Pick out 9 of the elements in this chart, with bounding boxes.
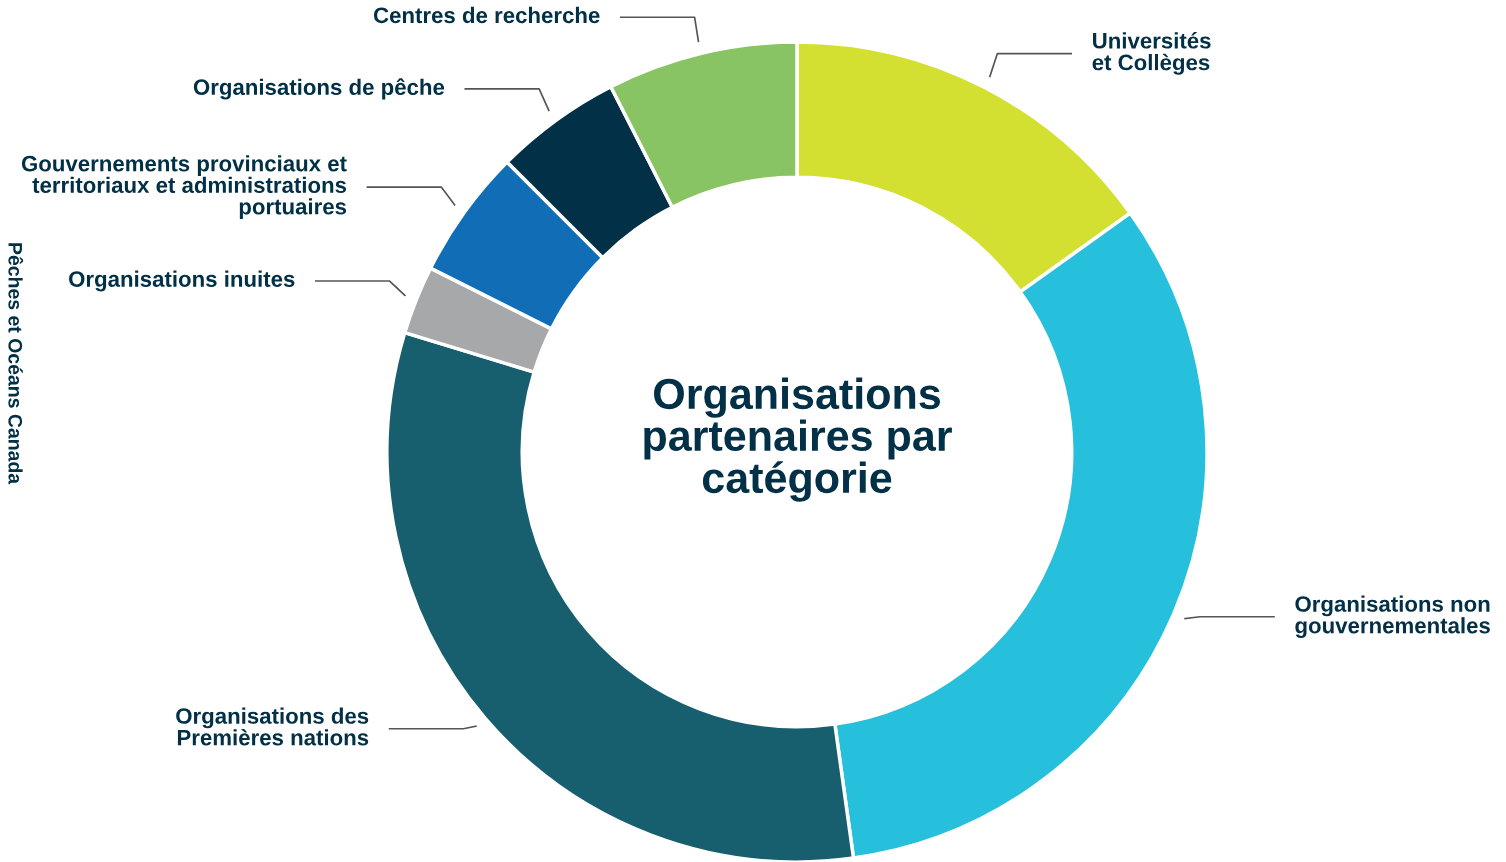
slice-label: Universités et Collèges [1092,32,1211,75]
slice-label: Organisations inuites [69,270,295,292]
slice-label: Organisations non gouvernementales [1295,595,1490,638]
text: Pêches et Océans Canada [8,243,24,485]
slice-label: Organisations des Premières nations [176,707,369,746]
text: Organisations partenaires par catégorie [644,377,952,502]
slice-label: Organisations de pêche [193,78,445,100]
slice-label: Centres de recherche [373,6,600,24]
slice-label: Gouvernements provinciaux et territoriaux et administrations portuaires [21,155,347,219]
